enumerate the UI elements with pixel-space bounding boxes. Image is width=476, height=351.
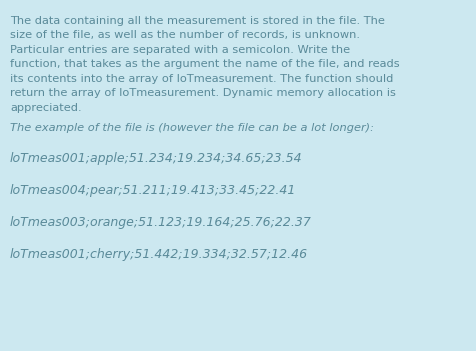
Text: Particular entries are separated with a semicolon. Write the: Particular entries are separated with a …: [10, 45, 349, 55]
Text: appreciated.: appreciated.: [10, 103, 81, 113]
Text: loTmeas004;pear;51.211;19.413;33.45;22.41: loTmeas004;pear;51.211;19.413;33.45;22.4…: [10, 184, 296, 197]
Text: loTmeas001;apple;51.234;19.234;34.65;23.54: loTmeas001;apple;51.234;19.234;34.65;23.…: [10, 152, 302, 165]
Text: size of the file, as well as the number of records, is unknown.: size of the file, as well as the number …: [10, 30, 359, 40]
Text: loTmeas001;cherry;51.442;19.334;32.57;12.46: loTmeas001;cherry;51.442;19.334;32.57;12…: [10, 248, 307, 261]
Text: The example of the file is (however the file can be a lot longer):: The example of the file is (however the …: [10, 123, 373, 133]
Text: function, that takes as the argument the name of the file, and reads: function, that takes as the argument the…: [10, 59, 399, 69]
Text: return the array of loTmeasurement. Dynamic memory allocation is: return the array of loTmeasurement. Dyna…: [10, 88, 395, 98]
Text: loTmeas003;orange;51.123;19.164;25.76;22.37: loTmeas003;orange;51.123;19.164;25.76;22…: [10, 216, 311, 229]
Text: The data containing all the measurement is stored in the file. The: The data containing all the measurement …: [10, 16, 384, 26]
Text: its contents into the array of loTmeasurement. The function should: its contents into the array of loTmeasur…: [10, 74, 393, 84]
